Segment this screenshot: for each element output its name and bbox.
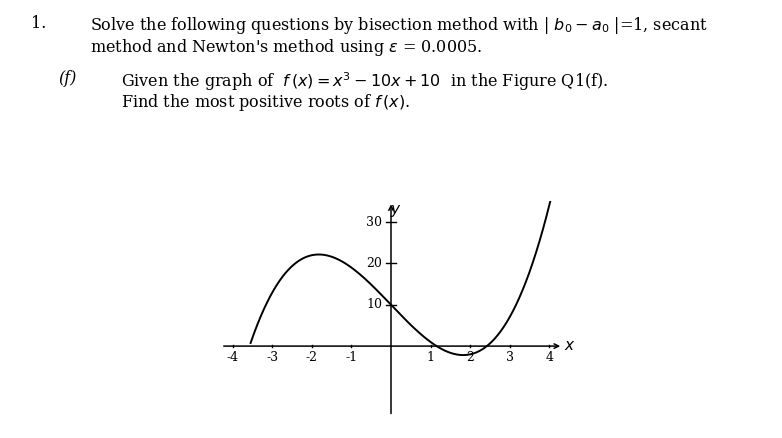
Text: $x$: $x$: [565, 339, 576, 353]
Text: 3: 3: [506, 351, 514, 364]
Text: (f): (f): [59, 70, 77, 87]
Text: 1.: 1.: [31, 15, 47, 32]
Text: 2: 2: [466, 351, 474, 364]
Text: -2: -2: [306, 351, 318, 364]
Text: Solve the following questions by bisection method with | $b_0 - a_0$ |=1, secant: Solve the following questions by bisecti…: [90, 15, 708, 36]
Text: method and Newton's method using $\varepsilon$ = 0.0005.: method and Newton's method using $\varep…: [90, 37, 482, 58]
Text: 1: 1: [426, 351, 435, 364]
Text: 4: 4: [545, 351, 553, 364]
Text: $y$: $y$: [390, 203, 401, 219]
Text: 30: 30: [366, 215, 382, 229]
Text: 10: 10: [366, 298, 382, 311]
Text: Given the graph of  $f\,(x) = x^3 -10x +10$  in the Figure Q1(f).: Given the graph of $f\,(x) = x^3 -10x +1…: [121, 70, 608, 93]
Text: -3: -3: [267, 351, 278, 364]
Text: -1: -1: [346, 351, 357, 364]
Text: Figure Q1(f): Figure Q1(f): [340, 397, 442, 414]
Text: Find the most positive roots of $f\,(x)$.: Find the most positive roots of $f\,(x)$…: [121, 92, 411, 113]
Text: 20: 20: [367, 257, 382, 270]
Text: -4: -4: [227, 351, 239, 364]
